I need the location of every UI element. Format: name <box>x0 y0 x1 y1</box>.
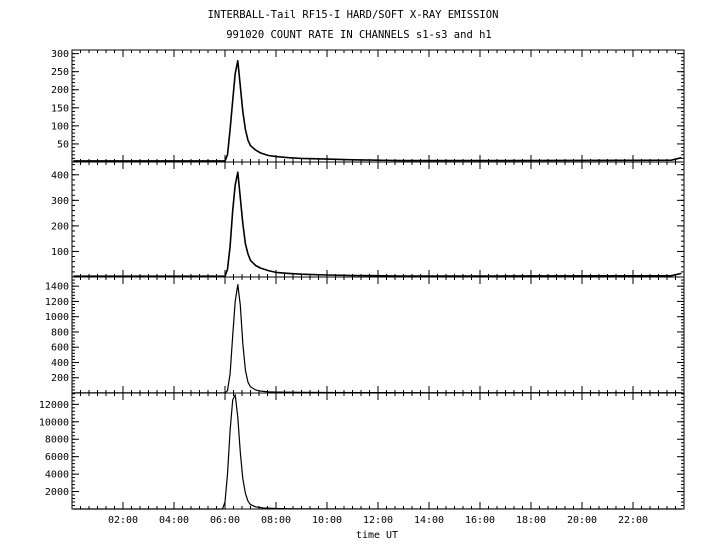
y-tick-label: 800 <box>51 327 69 338</box>
x-tick-label: 20:00 <box>567 515 597 526</box>
y-tick-label: 10000 <box>39 417 69 428</box>
panel-frame <box>71 161 685 278</box>
chart-title: INTERBALL-Tail RF15-I HARD/SOFT X-RAY EM… <box>208 9 499 21</box>
x-tick-label: 04:00 <box>159 515 189 526</box>
y-tick-label: 1200 <box>45 297 69 308</box>
y-tick-label: 300 <box>51 49 69 60</box>
y-tick-label: 200 <box>51 373 69 384</box>
y-tick-label: 6000 <box>45 452 69 463</box>
y-tick-label: 300 <box>51 196 69 207</box>
y-tick-label: 1000 <box>45 312 69 323</box>
x-tick-label: 14:00 <box>414 515 444 526</box>
x-tick-label: 10:00 <box>312 515 342 526</box>
y-tick-label: 100 <box>51 121 69 132</box>
y-tick-label: 200 <box>51 85 69 96</box>
y-tick-label: 250 <box>51 67 69 78</box>
y-tick-label: 100 <box>51 247 69 258</box>
series-line <box>73 59 682 162</box>
chart-subtitle: 991020 COUNT RATE IN CHANNELS s1-s3 and … <box>226 29 492 41</box>
y-tick-label: 4000 <box>45 470 69 481</box>
panel-1: 50 100 150 200 250 300 <box>51 49 685 163</box>
y-tick-label: 400 <box>51 170 69 181</box>
x-tick-label: 06:00 <box>210 515 240 526</box>
panel-4: 2000 4000 6000 8000 10000 12000 <box>39 392 685 510</box>
series-line <box>73 284 682 394</box>
y-tick-label: 12000 <box>39 400 69 411</box>
series-line <box>73 171 682 278</box>
x-tick-label: 22:00 <box>618 515 648 526</box>
x-tick-label: 02:00 <box>108 515 138 526</box>
y-tick-label: 200 <box>51 221 69 232</box>
y-tick-label: 8000 <box>45 435 69 446</box>
y-tick-label: 1400 <box>45 282 69 293</box>
panel-2: 100 200 300 400 <box>51 161 685 278</box>
panel-frame <box>71 392 685 510</box>
series-line <box>73 394 682 510</box>
chart-panels: 50 100 150 200 250 300 100 200 300 400 200 400 600 80… <box>39 49 685 510</box>
x-tick-label: 08:00 <box>261 515 291 526</box>
x-axis: 02:00 04:00 06:00 08:00 10:00 12:00 14:00 16:00… <box>108 515 648 526</box>
x-tick-label: 18:00 <box>516 515 546 526</box>
y-tick-label: 2000 <box>45 487 69 498</box>
y-tick-label: 400 <box>51 358 69 369</box>
x-tick-label: 12:00 <box>363 515 393 526</box>
panel-3: 200 400 600 800 1000 1200 1400 <box>45 276 685 394</box>
panel-frame <box>71 49 685 163</box>
panel-frame <box>71 276 685 394</box>
y-tick-label: 50 <box>57 139 69 150</box>
x-axis-label: time UT <box>356 530 398 541</box>
x-tick-label: 16:00 <box>465 515 495 526</box>
y-tick-label: 600 <box>51 343 69 354</box>
y-tick-label: 150 <box>51 103 69 114</box>
